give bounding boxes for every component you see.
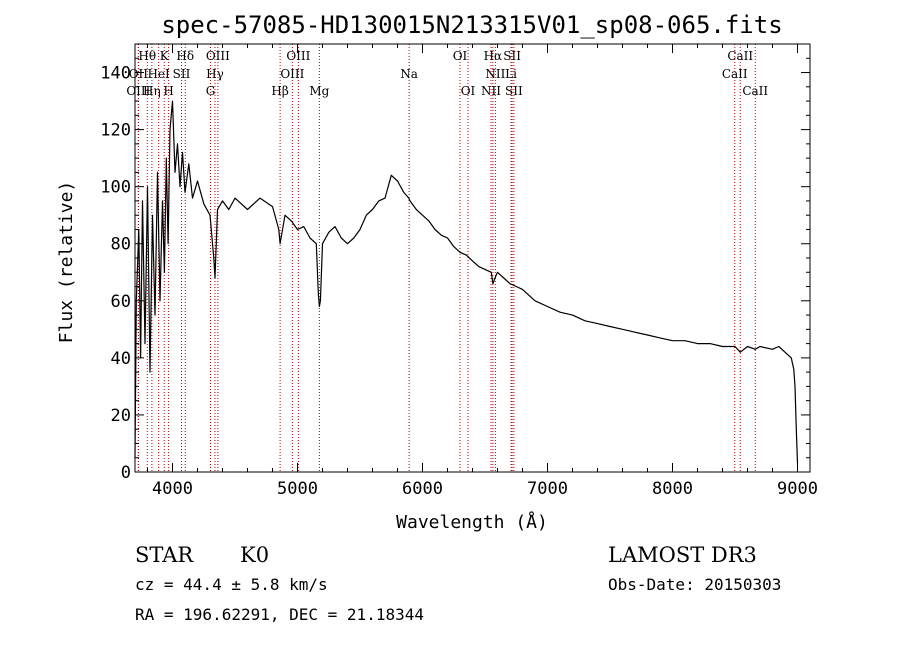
y-tick-label: 20 (111, 406, 131, 426)
observation-date: Obs-Date: 20150303 (608, 575, 781, 594)
spectral-line-label: Hγ (206, 67, 224, 81)
spectral-line-label: CaII (722, 67, 748, 81)
spectral-line-label: Li (505, 67, 517, 81)
chart-title: spec-57085-HD130015N213315V01_sp08-065.f… (161, 11, 782, 39)
spectral-line-label: OI (461, 84, 476, 98)
spectral-line-label: CaII (727, 49, 753, 63)
spectral-line-label: SII (173, 67, 191, 81)
x-tick-label: 5000 (277, 479, 318, 499)
spectral-line-label: CaII (742, 84, 768, 98)
spectral-line-label: OIII (286, 49, 310, 63)
spectral-line-label: SII (503, 49, 521, 63)
x-tick-label: 6000 (402, 479, 443, 499)
y-tick-label: 40 (111, 349, 131, 369)
x-tick-label: 7000 (527, 479, 568, 499)
plot-frame (134, 43, 811, 473)
y-axis-label: Flux (relative) (56, 181, 77, 344)
spectral-line-label: Hβ (271, 84, 288, 98)
survey-name: LAMOST DR3 (608, 543, 757, 567)
flux-series (134, 100, 799, 464)
spectral-line-label: Hδ (176, 49, 194, 63)
y-tick-label: 0 (121, 463, 131, 483)
y-tick-label: 60 (111, 292, 131, 312)
spectral-line-label: NII (481, 84, 501, 98)
spectral-line-label: OI (453, 49, 468, 63)
spectral-line-label: Hθ (138, 49, 156, 63)
x-axis-ticks: 4000 5000 6000 7000 8000 9000 (147, 44, 818, 499)
spectral-line-label: SII (505, 84, 523, 98)
redshift-cz: cz = 44.4 ± 5.8 km/s (135, 575, 328, 594)
spectral-line-label: H (163, 84, 173, 98)
spectral-line-label: Hα (484, 49, 503, 63)
spectral-line-markers (137, 44, 756, 472)
spectral-line-label: OIII (206, 49, 230, 63)
spectral-line-label: OIII (126, 84, 150, 98)
ra-dec: RA = 196.62291, DEC = 21.18344 (135, 605, 424, 624)
spectral-line-label: Hη (143, 84, 161, 98)
spectral-line-label: G (206, 84, 216, 98)
spectral-subclass: K0 (240, 543, 269, 567)
y-tick-label: 80 (111, 235, 131, 255)
x-tick-label: 4000 (152, 479, 193, 499)
spectral-line-label: OII (129, 67, 149, 81)
flux-line (134, 100, 799, 464)
spectral-line-label: K (160, 49, 170, 63)
spectral-line-label: Mg (309, 84, 329, 98)
y-tick-label: 100 (100, 178, 131, 198)
y-tick-label: 120 (100, 121, 131, 141)
x-tick-label: 9000 (777, 479, 818, 499)
spectral-line-label: Na (400, 67, 418, 81)
spectral-line-label: NII (485, 67, 505, 81)
y-tick-label: 140 (100, 64, 131, 84)
y-axis-ticks: 0 20 40 60 80 100 120 140 (100, 43, 810, 483)
x-axis-label: Wavelength (Å) (396, 511, 548, 533)
spectral-line-label: OIII (280, 67, 304, 81)
spectral-line-label: HeI (147, 67, 170, 81)
object-type: STAR (135, 543, 194, 567)
x-tick-label: 8000 (652, 479, 693, 499)
